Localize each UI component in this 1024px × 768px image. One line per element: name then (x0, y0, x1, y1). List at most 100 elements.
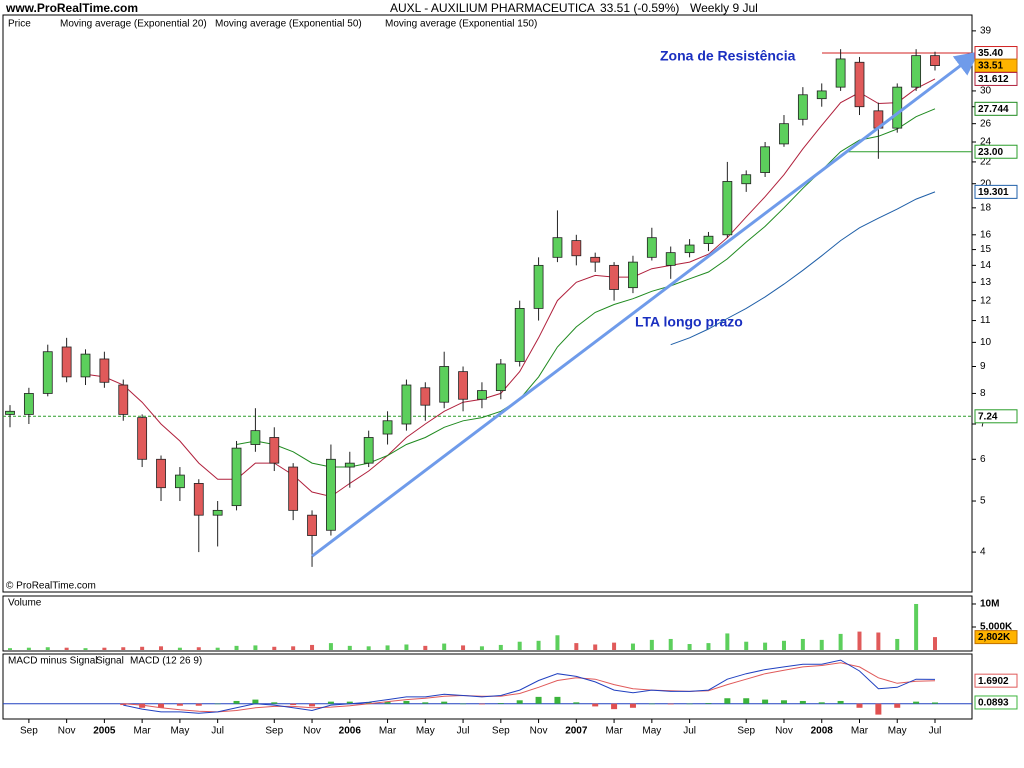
legend-label: MACD minus Signal (8, 656, 97, 667)
volume-bar (404, 644, 409, 650)
x-tick-label: Mar (605, 726, 623, 737)
y-tick-label: 6 (980, 454, 986, 465)
volume-bar (914, 603, 919, 650)
candle-body (363, 437, 374, 464)
moving-average (85, 78, 936, 498)
x-tick-label: 2007 (565, 726, 588, 737)
period: Weekly 9 Jul (690, 1, 758, 15)
volume-bar (140, 646, 145, 650)
volume-bar (83, 648, 88, 650)
histogram-bar (290, 703, 297, 706)
candle-body (118, 384, 129, 415)
value-box-label: 35.40 (978, 48, 1003, 59)
candle-body (174, 474, 185, 489)
volume-bar (536, 640, 541, 650)
histogram-bar (176, 703, 183, 706)
y-tick-label: 15 (980, 244, 992, 255)
volume-bar (857, 631, 862, 650)
volume-bar (838, 633, 843, 650)
histogram-bar (780, 700, 787, 704)
candle-body (797, 94, 808, 120)
x-tick-label: Nov (303, 726, 321, 737)
x-tick-label: Nov (58, 726, 76, 737)
trendline (311, 51, 980, 558)
y-tick-label: 8 (980, 388, 986, 399)
candle-body (269, 437, 280, 464)
macd-panel (2, 653, 973, 720)
quote: 33.51 (-0.59%) (600, 1, 679, 15)
candle-body (401, 384, 412, 425)
value-box-label: 1.6902 (978, 676, 1009, 687)
volume-bar (177, 647, 182, 650)
x-tick-label: Jul (929, 726, 942, 737)
histogram-bar (913, 701, 920, 704)
histogram-bar (516, 700, 523, 704)
volume-bar (800, 638, 805, 650)
candle-body (23, 393, 34, 415)
volume-bar (196, 647, 201, 650)
volume-bar (781, 640, 786, 650)
candle-body (741, 174, 752, 185)
histogram-bar (856, 703, 863, 708)
candle-body (911, 55, 922, 88)
candle-body (61, 346, 72, 378)
y-tick-label: 5,000K (980, 622, 1013, 633)
value-box (974, 673, 1018, 688)
histogram-bar (195, 703, 202, 706)
candle-body (326, 458, 336, 531)
volume-bar (366, 646, 371, 650)
value-box-label: 0.0893 (978, 698, 1009, 709)
volume-bar (933, 637, 937, 650)
x-tick-label: Sep (737, 726, 755, 737)
histogram-bar (932, 702, 938, 704)
x-tick-label: Mar (379, 726, 397, 737)
histogram-bar (120, 703, 127, 706)
histogram-bar (346, 701, 353, 704)
volume-bar (442, 643, 447, 650)
legend-label: Signal (96, 656, 124, 667)
y-tick-label: 10 (980, 337, 992, 348)
annotation: Zona de Resistência (660, 48, 796, 64)
volume-bar (385, 645, 390, 650)
histogram-bar (252, 699, 259, 704)
x-tick-label: May (170, 726, 189, 737)
histogram-bar (460, 703, 467, 705)
volume-bar (630, 643, 635, 650)
y-tick-label: 30 (980, 86, 992, 97)
candle-body (760, 146, 771, 173)
volume-bar (744, 641, 749, 650)
x-tick-label: May (888, 726, 907, 737)
histogram-bar (139, 703, 146, 708)
histogram-bar (535, 696, 542, 704)
histogram-bar (554, 696, 561, 704)
candle-body (628, 261, 638, 289)
y-tick-label: 14 (980, 260, 992, 271)
y-tick-label: 22 (980, 157, 992, 168)
value-box (974, 71, 1018, 86)
histogram-bar (611, 703, 618, 710)
histogram-bar (875, 703, 882, 715)
candle-body (231, 447, 242, 507)
x-tick-label: Sep (492, 726, 510, 737)
volume-bar (253, 645, 258, 650)
candle-body (42, 351, 53, 394)
histogram-bar (648, 703, 655, 705)
y-tick-label: 11 (980, 315, 991, 326)
histogram-bar (214, 703, 221, 705)
volume-bar (593, 644, 598, 650)
histogram-bar (818, 702, 825, 704)
value-box-label: 31.612 (978, 74, 1009, 85)
volume-bar (102, 647, 107, 650)
candle-body (99, 358, 110, 383)
histogram-bar (686, 703, 693, 705)
candle-body (552, 237, 563, 258)
x-tick-label: 2005 (93, 726, 116, 737)
x-tick-label: Jul (457, 726, 470, 737)
volume-bar (668, 638, 673, 650)
candle-body (854, 61, 865, 108)
candle-body (5, 410, 15, 415)
value-box-label: 7.24 (978, 411, 998, 422)
candle-body (156, 458, 166, 489)
histogram-bar (705, 703, 712, 704)
